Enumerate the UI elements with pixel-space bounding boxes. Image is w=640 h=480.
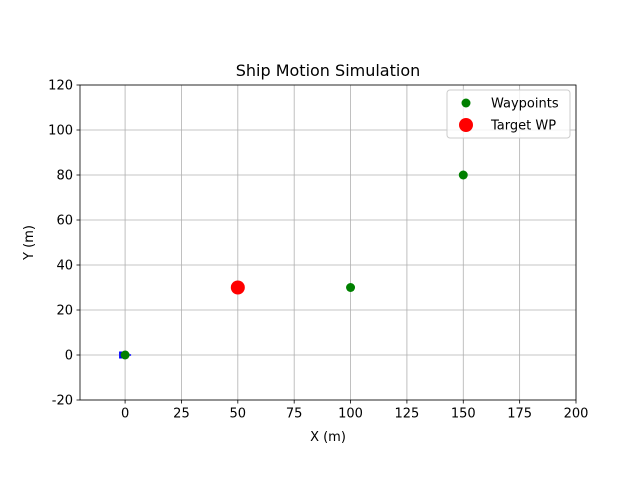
y-tick-label: 20 — [56, 304, 73, 319]
legend-box — [446, 89, 571, 139]
y-tick-label: 120 — [48, 79, 73, 94]
y-tick-label: 0 — [65, 349, 73, 364]
y-tick-label: 60 — [56, 214, 73, 229]
legend-marker-target-wp — [459, 118, 473, 132]
plot-markers — [119, 170, 468, 360]
x-tick-label: 25 — [173, 407, 190, 422]
point-waypoints — [458, 170, 468, 180]
y-axis-label: Y (m) — [22, 225, 37, 261]
x-tick-label: 150 — [451, 407, 476, 422]
x-tick-label: 75 — [286, 407, 303, 422]
y-axis-ticks: -20 0 20 40 60 80 100 120 — [48, 79, 80, 409]
y-tick-label: 40 — [56, 259, 73, 274]
axes-frame — [79, 84, 577, 401]
y-tick-label: -20 — [52, 394, 73, 409]
y-tick-label: 100 — [48, 124, 73, 139]
legend: Waypoints Target WP — [446, 89, 571, 139]
x-tick-label: 125 — [394, 407, 419, 422]
point-target-wp — [230, 280, 245, 295]
x-tick-label: 175 — [507, 407, 532, 422]
point-waypoints — [120, 350, 130, 360]
legend-marker-waypoints — [461, 98, 471, 108]
x-tick-label: 100 — [338, 407, 363, 422]
y-tick-label: 80 — [56, 169, 73, 184]
point-waypoints — [346, 283, 356, 292]
x-tick-label: 50 — [230, 407, 247, 422]
legend-label-waypoints: Waypoints — [491, 97, 559, 112]
legend-label-target-wp: Target WP — [490, 119, 556, 134]
x-axis-label: X (m) — [310, 430, 346, 445]
x-tick-label: 200 — [564, 407, 589, 422]
x-axis-ticks: 0 25 50 75 100 125 150 175 200 — [121, 400, 588, 422]
chart-title: Ship Motion Simulation — [236, 61, 421, 80]
x-tick-label: 0 — [121, 407, 129, 422]
